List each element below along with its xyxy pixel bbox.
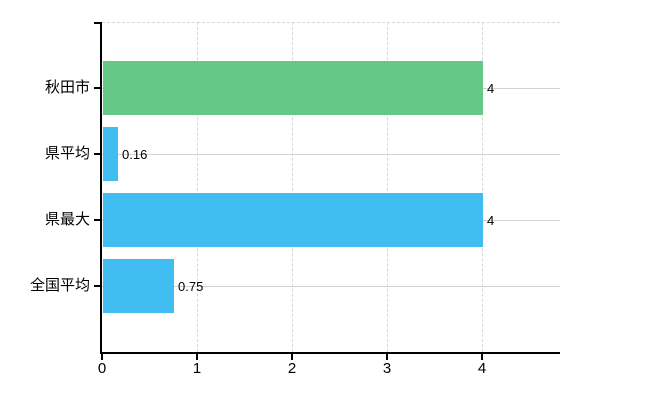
plot-top-border [102,22,560,23]
y-tick [94,285,102,287]
bar [103,193,483,247]
y-tick [94,22,102,24]
category-label: 県平均 [44,145,90,162]
y-tick [94,219,102,221]
category-label: 全国平均 [29,277,90,294]
x-tick-label: 0 [97,360,107,377]
x-tick [386,354,388,360]
gridline-v [197,22,198,352]
gridline-h [102,154,560,155]
bar [103,61,483,115]
y-tick [94,87,102,89]
x-tick-label: 1 [192,360,202,377]
y-axis-line [100,22,102,354]
value-label: 4 [487,213,495,228]
bar [103,127,118,181]
x-tick-label: 2 [287,360,297,377]
value-label: 0.75 [178,279,204,294]
gridline-v [292,22,293,352]
x-tick [291,354,293,360]
x-tick-label: 4 [477,360,487,377]
y-tick [94,153,102,155]
x-axis-line [100,352,560,354]
gridline-v [387,22,388,352]
category-label: 県最大 [44,211,90,228]
value-label: 4 [487,81,495,96]
bar [103,259,174,313]
category-label: 秋田市 [44,79,90,96]
x-tick-label: 3 [382,360,392,377]
x-tick [101,354,103,360]
gridline-h [102,286,560,287]
gridline-v [482,22,483,352]
value-label: 0.16 [122,147,148,162]
x-tick [481,354,483,360]
x-tick [196,354,198,360]
